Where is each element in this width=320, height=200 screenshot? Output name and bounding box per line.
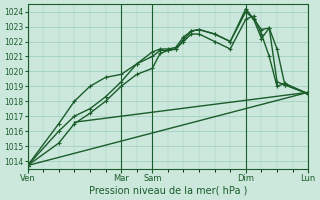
X-axis label: Pression niveau de la mer( hPa ): Pression niveau de la mer( hPa ) xyxy=(89,186,247,196)
